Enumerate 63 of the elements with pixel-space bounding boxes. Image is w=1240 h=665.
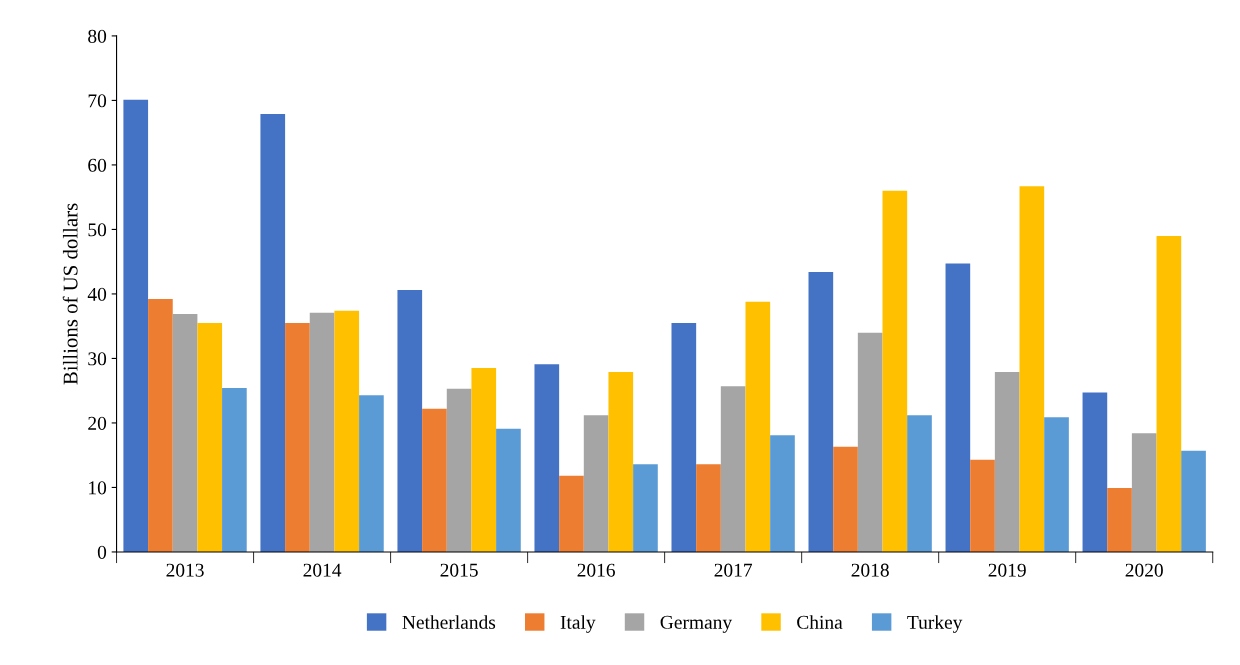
y-tick-label: 80	[88, 29, 107, 43]
bar	[720, 386, 746, 552]
bar	[671, 322, 697, 552]
bar	[148, 299, 173, 552]
bar	[260, 113, 286, 552]
x-tick-label: 2019	[988, 563, 1026, 577]
x-tick-label: 2018	[851, 563, 889, 577]
bar	[285, 322, 310, 552]
y-axis-title: Billions of US dollars	[62, 203, 78, 385]
bar	[446, 388, 472, 552]
bar	[583, 415, 609, 552]
bar	[1107, 488, 1132, 552]
bar	[496, 428, 521, 552]
y-tick-label: 20	[88, 416, 107, 430]
bar	[857, 332, 883, 552]
bar	[172, 313, 198, 552]
legend-label: Turkey	[907, 615, 963, 633]
bar	[808, 272, 834, 552]
y-tick-label: 30	[88, 352, 107, 366]
bar	[770, 435, 795, 552]
bar	[559, 475, 584, 552]
legend-label: Italy	[560, 615, 596, 633]
bar	[422, 408, 447, 552]
bar	[696, 464, 721, 552]
y-tick-label: 70	[88, 94, 107, 108]
x-tick-label: 2020	[1125, 563, 1163, 577]
legend-label: Germany	[660, 615, 733, 633]
y-tick-label: 50	[88, 223, 107, 237]
x-tick-label: 2014	[303, 563, 342, 577]
bar	[123, 99, 149, 552]
bar	[1082, 392, 1108, 552]
bar	[970, 459, 995, 552]
bar	[907, 415, 932, 552]
legend-label: China	[797, 615, 843, 629]
bar	[334, 310, 360, 552]
x-tick-label: 2015	[440, 563, 478, 577]
y-tick-label: 0	[97, 545, 107, 559]
bar	[471, 368, 497, 552]
y-tick-label: 40	[87, 287, 107, 301]
bar	[833, 446, 858, 552]
bar	[633, 464, 658, 552]
bar	[534, 364, 560, 552]
bar	[882, 190, 908, 552]
bar	[994, 371, 1020, 552]
bar	[1156, 235, 1182, 552]
bar	[1019, 186, 1045, 552]
bar	[608, 371, 634, 552]
x-tick-label: 2016	[577, 563, 615, 577]
bar	[1131, 433, 1157, 552]
x-tick-label: 2017	[714, 563, 753, 577]
bar	[397, 290, 423, 552]
bar	[359, 395, 384, 552]
legend-label: Netherlands	[402, 615, 496, 629]
bar	[1044, 417, 1069, 552]
y-tick-label: 10	[89, 481, 107, 495]
bar	[222, 388, 247, 552]
bar	[309, 312, 335, 552]
x-tick-label: 2013	[166, 563, 204, 577]
y-tick-label: 60	[88, 158, 107, 172]
bar	[745, 301, 771, 552]
bar	[197, 322, 223, 552]
bar	[945, 263, 971, 552]
bar	[1181, 450, 1206, 552]
